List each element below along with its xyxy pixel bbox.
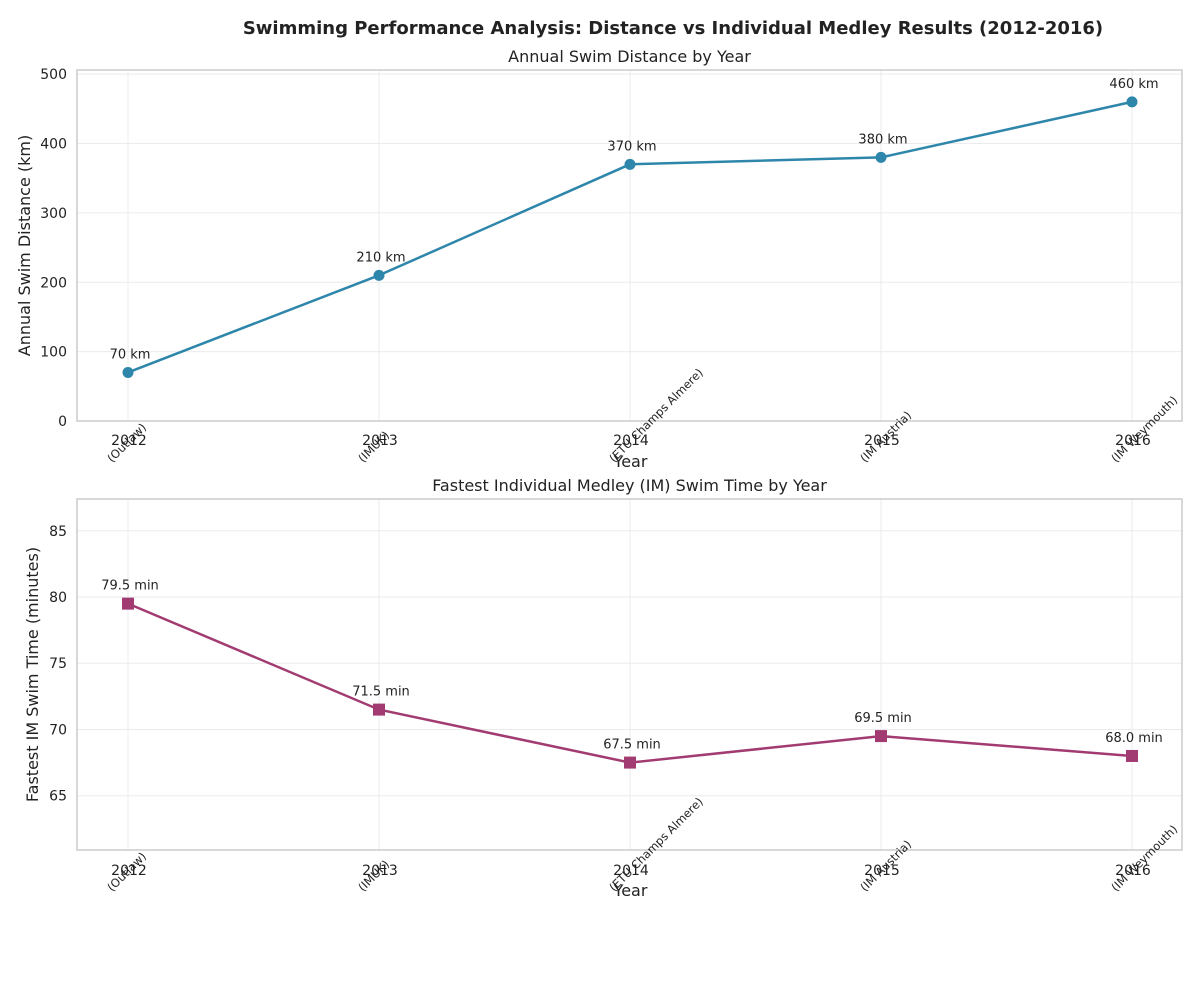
data-label: 70 km [110,347,151,362]
event-label: (ETU Champs Almere) [606,366,706,466]
plot-frame [76,69,1183,422]
x-tick-label: 2016 [1115,863,1151,879]
data-point [875,151,887,163]
data-label: 69.5 min [854,711,912,726]
data-label: 380 km [858,132,907,147]
y-axis-label: Annual Swim Distance (km) [15,135,34,356]
data-point [373,269,385,281]
event-label: (IM Weymouth) [1108,393,1180,465]
figure-title: Swimming Performance Analysis: Distance … [243,18,1103,39]
chart-title: Fastest Individual Medley (IM) Swim Time… [432,476,827,495]
data-point [624,756,636,769]
event-label: (IM Weymouth) [1108,822,1180,894]
y-tick-label: 75 [49,656,67,672]
data-label: 460 km [1109,77,1158,92]
im-time-chart: 65 70 75 80 85 79.5 min 71.5 min 67.5 min 69.5 m… [23,476,1183,900]
y-tick-label: 85 [49,524,67,540]
data-point [1126,749,1138,762]
x-tick-label: 2014 [613,433,649,449]
event-label: (ETU Champs Almere) [606,795,706,895]
x-tick-label: 2014 [613,863,649,879]
y-tick-label: 65 [49,789,67,805]
x-tick-label: 2013 [362,863,398,879]
y-tick-label: 100 [40,345,67,361]
plot-frame [76,498,1183,851]
y-tick-label: 80 [49,590,67,606]
data-label: 370 km [607,139,656,154]
x-axis-label: Year [613,881,648,900]
x-tick-label: 2013 [362,433,398,449]
y-axis-label: Fastest IM Swim Time (minutes) [23,547,42,802]
data-point [875,730,887,743]
data-label: 68.0 min [1105,731,1163,746]
data-label: 67.5 min [603,738,661,753]
y-tick-label: 400 [40,137,67,153]
distance-chart: 0 100 200 300 400 500 70 km 210 km 370 km 380 km 4… [15,47,1183,471]
x-tick-label: 2012 [111,863,147,879]
x-tick-label: 2015 [864,433,900,449]
y-tick-label: 300 [40,206,67,222]
x-tick-label: 2016 [1115,433,1151,449]
data-point [373,703,385,716]
data-label: 210 km [356,250,405,265]
data-point [1126,96,1138,108]
data-label: 71.5 min [352,685,410,700]
data-label: 79.5 min [101,579,159,594]
chart-title: Annual Swim Distance by Year [508,47,751,66]
data-point [122,597,134,610]
x-tick-label: 2015 [864,863,900,879]
y-tick-label: 0 [58,414,67,430]
x-tick-label: 2012 [111,433,147,449]
y-tick-label: 200 [40,275,67,291]
x-axis-label: Year [613,452,648,471]
y-tick-label: 70 [49,722,67,738]
data-point [122,366,134,378]
y-tick-label: 500 [40,67,67,83]
data-point [624,158,636,170]
